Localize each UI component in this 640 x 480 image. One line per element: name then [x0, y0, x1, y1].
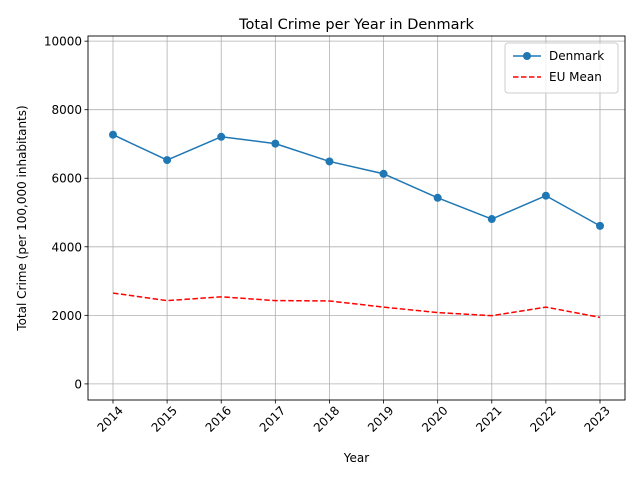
legend-eu-mean-label: EU Mean: [549, 70, 602, 84]
grid-lines: [88, 36, 625, 400]
data-point: [217, 132, 226, 141]
y-tick-label: 0: [74, 377, 82, 391]
y-tick-label: 4000: [51, 240, 82, 254]
chart-title: Total Crime per Year in Denmark: [238, 17, 474, 33]
y-tick-label: 2000: [51, 309, 82, 323]
legend: Denmark EU Mean: [504, 42, 619, 94]
y-tick-label: 10000: [44, 35, 82, 49]
y-tick-label: 8000: [51, 103, 82, 117]
data-point: [163, 156, 172, 165]
data-point: [379, 169, 388, 178]
data-point: [271, 139, 280, 148]
data-point: [596, 221, 604, 230]
series-line-eu-mean: [112, 292, 601, 319]
legend-denmark-marker: [523, 52, 531, 60]
y-axis-title: Total Crime (per 100,000 inhabitants): [15, 105, 29, 331]
data-point: [487, 215, 496, 224]
data-point: [325, 157, 334, 166]
x-axis-title: Year: [343, 451, 369, 465]
y-tick-label: 6000: [51, 172, 82, 186]
series-layer: [109, 130, 604, 319]
data-point: [541, 191, 550, 200]
plot-frame: [87, 35, 626, 401]
series-line-denmark: [112, 134, 601, 227]
legend-denmark-label: Denmark: [549, 49, 604, 63]
data-point: [109, 130, 117, 139]
data-point: [433, 193, 442, 202]
